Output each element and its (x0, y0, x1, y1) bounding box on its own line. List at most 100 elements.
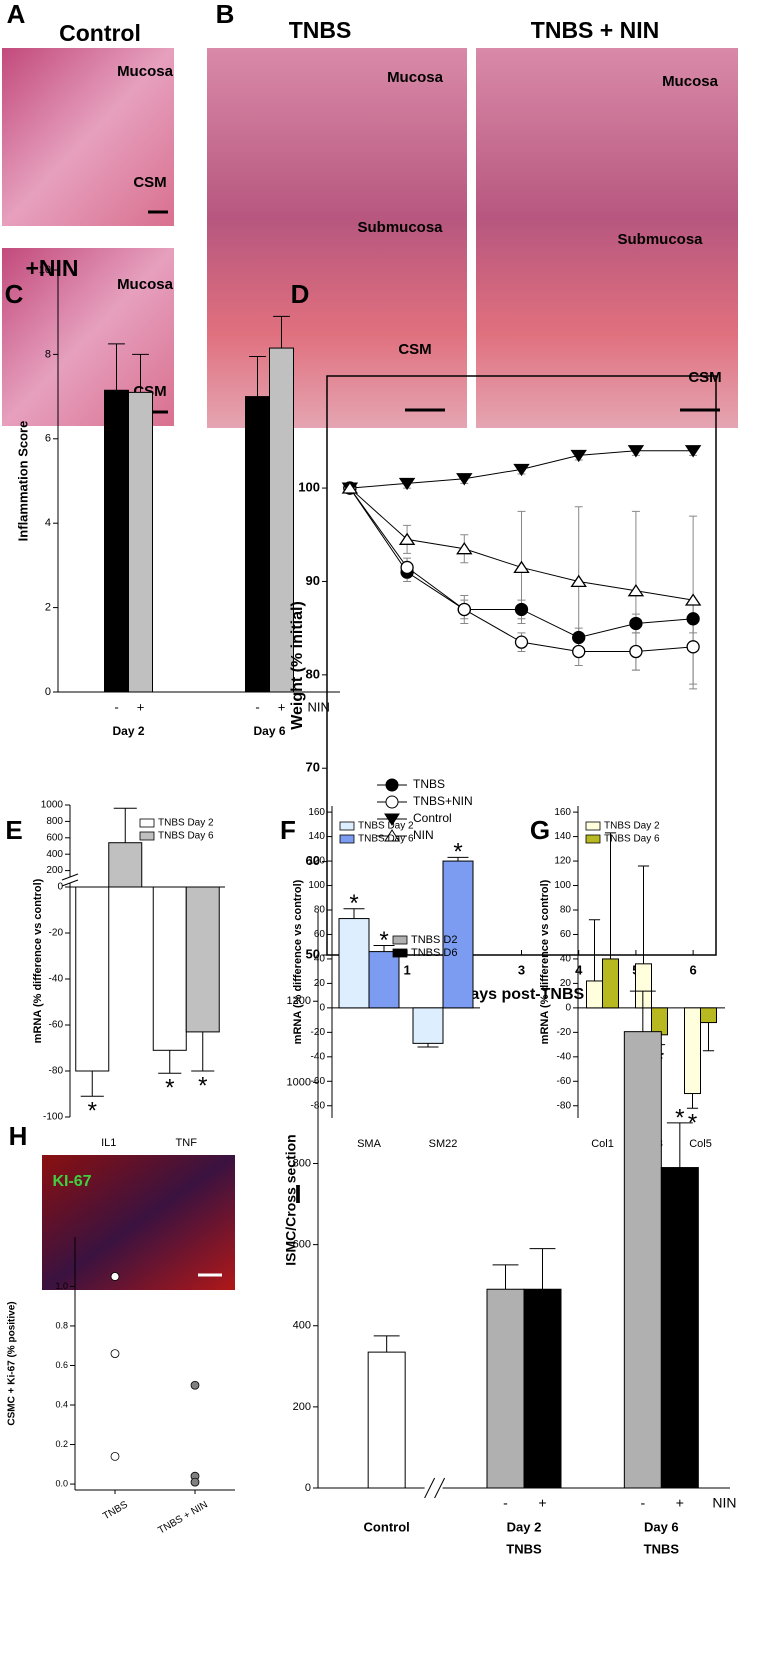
bar (635, 963, 652, 1009)
error-bar (686, 1093, 699, 1109)
legend-label: TNBS Day 6 (358, 834, 414, 845)
x-axis-label: Days post-TNBS (459, 986, 585, 1003)
data-point (684, 593, 702, 606)
y-axis-label: Weight (% initial) (289, 601, 306, 730)
error-bar (417, 1043, 439, 1048)
legend-label: TNBS (413, 777, 445, 791)
y-tick-label: 800 (46, 816, 63, 827)
y-axis-label: CSMC + Ki-67 (% positive) (7, 1301, 18, 1425)
y-axis-label: mRNA (% difference vs control) (292, 879, 304, 1044)
panel-letter: A (7, 0, 26, 29)
y-tick-label: 60 (314, 929, 326, 940)
y-tick-label: 120 (308, 856, 325, 867)
legend-label: TNBS Day 2 (158, 818, 214, 829)
error-bar (604, 832, 617, 959)
significance-star: * (165, 1075, 174, 1102)
data-point (398, 532, 416, 545)
error-bar (80, 1071, 104, 1097)
y-axis-label: ISMC/Cross section (283, 1134, 299, 1265)
y-tick-label: 1.0 (55, 1281, 68, 1291)
panel-letter: H (9, 1121, 28, 1151)
bar (586, 980, 603, 1009)
panel-letter: I (294, 1179, 301, 1209)
axis-break (61, 873, 79, 881)
axis-break-gap (424, 1486, 443, 1490)
bar (152, 886, 187, 1051)
data-point (572, 630, 586, 645)
tissue-label: Submucosa (617, 231, 703, 248)
panel-letter: E (5, 815, 22, 845)
error-bar (702, 1022, 715, 1052)
error-bar (529, 1248, 556, 1290)
data-point (513, 463, 530, 477)
bar (108, 842, 143, 888)
significance-star: * (198, 1072, 207, 1099)
histology-image (476, 48, 738, 428)
bar (367, 1351, 406, 1489)
tissue-label: CSM (688, 369, 721, 386)
error-bar (191, 1031, 215, 1072)
panel-letter: B (216, 0, 235, 29)
data-point (627, 584, 645, 597)
category-label: Day 2 (507, 1519, 542, 1534)
error-bar (373, 944, 395, 952)
y-tick-label: 0 (45, 686, 51, 698)
category-label: TNBS (101, 1499, 130, 1522)
error-bar (113, 807, 137, 843)
tissue-label: CSM (133, 174, 166, 191)
category-label: Col5 (689, 1138, 712, 1150)
legend-label: TNBS Day 6 (158, 831, 214, 842)
y-tick-label: 100 (554, 880, 571, 891)
y-tick-label: 70 (306, 760, 320, 775)
data-point (514, 635, 529, 649)
y-tick-label: -80 (49, 1066, 64, 1077)
y-tick-label: 1000 (41, 800, 64, 811)
bar (104, 389, 129, 693)
significance-star: * (349, 890, 358, 917)
data-point (110, 1272, 120, 1281)
error-bar (108, 343, 125, 391)
error-bar (588, 919, 601, 981)
category-label: Day 6 (253, 724, 285, 738)
legend-label: TNBS Day 6 (604, 834, 660, 845)
bar (651, 1007, 668, 1036)
data-point (456, 541, 473, 555)
bar-label: + (137, 699, 145, 714)
y-tick-label: 40 (560, 954, 572, 965)
y-tick-label: -20 (557, 1027, 572, 1038)
y-tick-label: 160 (554, 807, 571, 818)
bar (75, 886, 110, 1072)
y-tick-label: 0 (57, 882, 63, 893)
tissue-label: Mucosa (117, 63, 174, 80)
data-point (514, 602, 529, 617)
bar (684, 1007, 701, 1095)
legend-marker (384, 813, 400, 826)
data-point (456, 473, 473, 486)
legend-label: TNBS Day 2 (604, 821, 660, 832)
bar (442, 860, 474, 1009)
error-bar (637, 865, 650, 964)
axis-break (424, 1477, 436, 1499)
category-label: SMA (357, 1138, 382, 1150)
y-tick-label: 80 (314, 905, 326, 916)
category-label: IL1 (101, 1137, 116, 1149)
data-point (627, 445, 645, 458)
significance-star: * (453, 839, 462, 866)
y-tick-label: 100 (298, 480, 320, 495)
y-tick-label: 80 (306, 666, 320, 681)
data-point (398, 477, 416, 491)
data-point (572, 644, 586, 659)
y-tick-label: 0 (319, 1003, 325, 1014)
bar (338, 918, 370, 1009)
category-sublabel: TNBS (506, 1541, 542, 1556)
data-point (190, 1477, 200, 1487)
category-label: Control (364, 1519, 410, 1534)
error-bar (629, 990, 656, 1032)
legend-marker (385, 778, 399, 792)
error-bar (666, 1122, 693, 1168)
y-tick-label: 8 (45, 348, 51, 360)
legend-swatch (139, 818, 155, 828)
axis-break-gap (62, 877, 78, 883)
